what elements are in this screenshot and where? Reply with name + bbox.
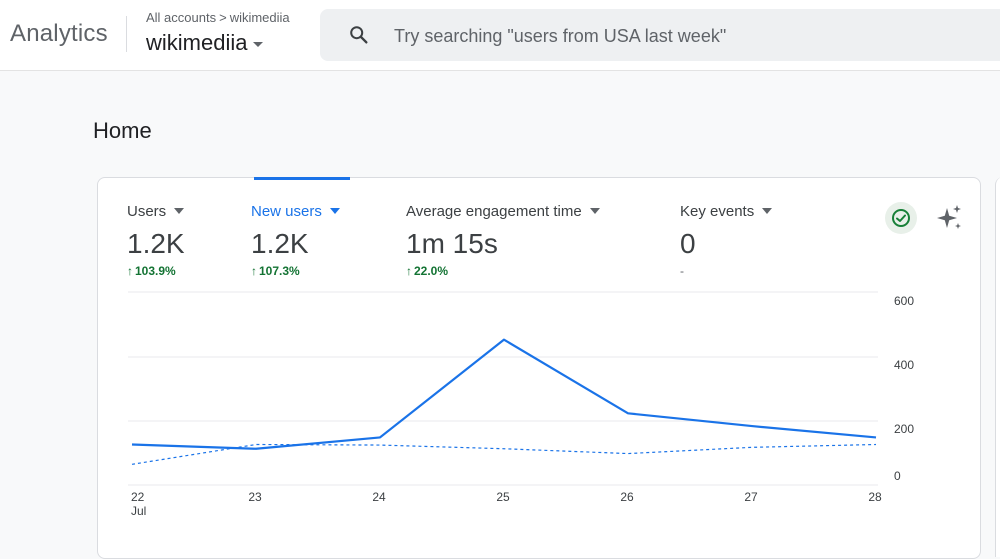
metric-new-users[interactable]: New users 1.2K ↑ 107.3% bbox=[251, 203, 340, 278]
search-icon bbox=[350, 26, 368, 44]
up-arrow-icon: ↑ bbox=[406, 264, 412, 278]
dropdown-caret-icon[interactable] bbox=[589, 207, 600, 214]
comparison-series-line bbox=[131, 443, 877, 465]
metric-change: ↑ 103.9% bbox=[127, 264, 185, 278]
adjacent-card-edge bbox=[995, 177, 1000, 557]
property-name: wikimediia bbox=[146, 30, 248, 55]
active-metric-indicator bbox=[254, 177, 350, 180]
dropdown-caret-icon[interactable] bbox=[762, 207, 773, 214]
metric-change-value: 107.3% bbox=[259, 264, 300, 278]
y-tick-label: 600 bbox=[894, 294, 914, 308]
x-tick-label: 28 bbox=[868, 490, 882, 504]
breadcrumb[interactable]: All accounts > wikimediia bbox=[146, 10, 290, 25]
metric-label: Users bbox=[127, 203, 167, 220]
y-tick-label: 400 bbox=[894, 358, 914, 372]
property-selector[interactable]: wikimediia bbox=[146, 30, 264, 56]
product-name[interactable]: Analytics bbox=[10, 20, 108, 47]
header-divider bbox=[126, 16, 127, 52]
x-tick-sublabel: Jul bbox=[131, 504, 146, 518]
metric-value: 1m 15s bbox=[406, 228, 498, 259]
y-tick-label: 0 bbox=[894, 469, 901, 483]
metric-label: Key events bbox=[680, 203, 755, 220]
x-tick-label: 22 bbox=[131, 490, 145, 504]
metric-average-engagement-time[interactable]: Average engagement time 1m 15s ↑ 22.0% bbox=[406, 203, 600, 278]
metric-value: 1.2K bbox=[127, 228, 185, 259]
search-bar[interactable] bbox=[320, 9, 1000, 63]
metric-label: New users bbox=[251, 203, 322, 220]
up-arrow-icon: ↑ bbox=[127, 264, 133, 278]
insights-button[interactable] bbox=[933, 202, 965, 234]
page-title: Home bbox=[93, 118, 152, 143]
up-arrow-icon: ↑ bbox=[251, 264, 257, 278]
sparkle-icon bbox=[937, 205, 961, 229]
breadcrumb-all-accounts[interactable]: All accounts bbox=[146, 10, 217, 25]
metric-users[interactable]: Users 1.2K ↑ 103.9% bbox=[127, 203, 185, 278]
x-tick-label: 27 bbox=[744, 490, 758, 504]
metric-change-value: 103.9% bbox=[135, 264, 176, 278]
y-tick-label: 200 bbox=[894, 422, 914, 436]
metric-key-events[interactable]: Key events 0 - bbox=[680, 203, 773, 278]
dropdown-caret-icon bbox=[253, 41, 264, 47]
x-tick-label: 26 bbox=[620, 490, 634, 504]
metric-change: ↑ 107.3% bbox=[251, 264, 340, 278]
check-circle-icon bbox=[892, 209, 910, 227]
trend-chart: 600 400 200 0 22 23 24 25 26 27 28 Jul bbox=[128, 291, 914, 518]
x-tick-label: 23 bbox=[248, 490, 262, 504]
dropdown-caret-icon[interactable] bbox=[174, 207, 185, 214]
breadcrumb-separator: > bbox=[219, 10, 227, 25]
breadcrumb-account[interactable]: wikimediia bbox=[229, 10, 290, 25]
primary-series-line bbox=[131, 338, 877, 450]
metric-label: Average engagement time bbox=[406, 203, 582, 220]
x-tick-label: 24 bbox=[372, 490, 386, 504]
data-quality-check-button[interactable] bbox=[885, 202, 917, 234]
metric-change-value: 22.0% bbox=[414, 264, 449, 278]
metric-value: 1.2K bbox=[251, 228, 309, 259]
metric-change: ↑ 22.0% bbox=[406, 264, 600, 278]
metric-value: 0 bbox=[680, 228, 696, 259]
search-input[interactable] bbox=[392, 9, 996, 63]
x-tick-label: 25 bbox=[496, 490, 510, 504]
dropdown-caret-icon[interactable] bbox=[329, 207, 340, 214]
top-app-bar: Analytics All accounts > wikimediia wikime… bbox=[0, 0, 1000, 71]
metric-change: - bbox=[680, 264, 684, 278]
